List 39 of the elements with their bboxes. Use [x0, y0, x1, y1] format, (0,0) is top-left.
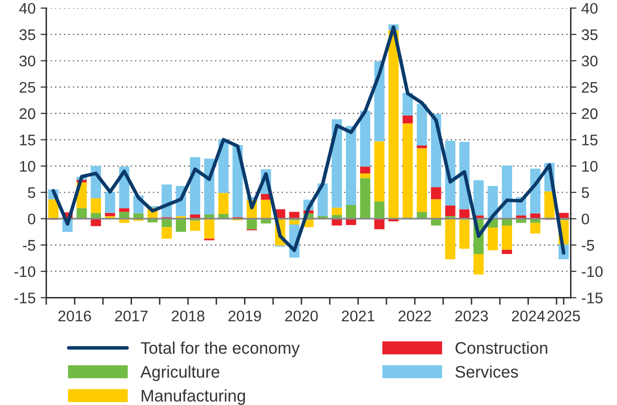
y2-tick-label: 5 [582, 187, 589, 198]
x-tick-label: 2022 [398, 310, 432, 322]
x-tick-label: 2024 [512, 310, 545, 322]
legend-label: Agriculture [140, 366, 220, 382]
x-tick-label: 2017 [115, 310, 148, 322]
y-tick-label: -5 [22, 240, 36, 251]
y2-tick-label: 20 [582, 108, 598, 120]
y2-tick-label: 15 [582, 134, 598, 146]
y-tick-label: 40 [19, 2, 36, 14]
legend-label: Manufacturing [142, 389, 245, 405]
legend-label: Total for the economy [140, 342, 300, 358]
y2-tick-label: -10 [582, 266, 603, 278]
x-tick-label: 2020 [285, 310, 318, 322]
y2-tick-label: -5 [582, 240, 594, 251]
x-tick-label: 2018 [172, 310, 204, 322]
y-tick-label: 5 [28, 187, 36, 198]
y2-tick-label: -15 [582, 292, 603, 304]
y-tick-label: 15 [20, 134, 36, 146]
legend-label: Construction [456, 342, 548, 354]
y-tick-label: 25 [20, 82, 36, 93]
y2-tick-label: 35 [582, 29, 598, 40]
legend-label: Services [455, 366, 518, 378]
y-tick-label: 20 [20, 108, 36, 120]
y2-tick-label: 30 [582, 56, 598, 66]
y2-tick-label: 10 [582, 160, 598, 172]
y-tick-label: 10 [20, 160, 36, 172]
x-tick-label: 2016 [58, 310, 91, 322]
y2-tick-label: 40 [581, 2, 598, 14]
y-tick-label: -10 [14, 266, 36, 278]
y2-tick-label: 0 [582, 214, 590, 224]
x-tick-label: 2025 [547, 310, 580, 322]
y-tick-label: 30 [19, 56, 36, 66]
y2-tick-label: 25 [582, 82, 598, 93]
x-tick-label: 2019 [228, 310, 261, 322]
y-tick-label: -15 [14, 292, 36, 304]
y-tick-label: 0 [28, 214, 36, 224]
y-tick-label: 35 [19, 29, 36, 40]
x-tick-label: 2021 [342, 310, 374, 322]
x-tick-label: 2023 [455, 310, 488, 322]
